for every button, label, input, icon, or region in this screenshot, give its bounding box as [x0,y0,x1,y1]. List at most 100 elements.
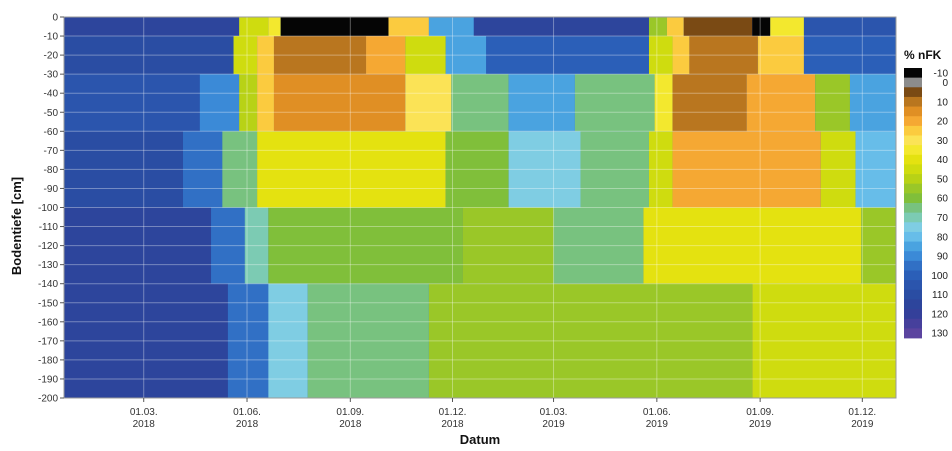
heatmap-cell [227,283,269,398]
legend-swatch [904,318,922,329]
x-tick-label: 01.03. 2018 [130,407,158,430]
legend-swatch [904,96,922,107]
heatmap-cell [199,74,240,132]
y-tick-label: -130 [38,260,58,271]
y-tick-label: -80 [44,165,59,176]
heatmap-cell [746,74,816,132]
heatmap-cells [64,17,896,398]
y-tick-label: -140 [38,279,58,290]
heatmap-cell [462,207,554,284]
legend-label: 110 [932,290,948,301]
y-tick-label: -170 [38,336,58,347]
legend-swatch [904,77,922,88]
legend-swatch [904,164,922,175]
heatmap-cell [268,17,281,37]
heatmap-cell [273,36,367,75]
heatmap-cell [689,36,758,75]
heatmap-cell [222,131,258,208]
legend-swatch [904,125,922,136]
y-tick-label: -190 [38,374,58,385]
legend-label: 120 [931,309,948,320]
x-tick-label: 01.09. 2018 [336,407,364,430]
heatmap-cell [244,207,269,284]
y-tick-label: -30 [44,70,59,81]
legend-swatch [904,106,922,117]
legend-label: 90 [937,252,949,263]
y-tick-label: -180 [38,355,58,366]
heatmap-cell [861,207,896,284]
heatmap-cell [648,17,667,37]
heatmap-cell [233,36,258,75]
heatmap-cell [388,17,429,37]
heatmap-cell [666,17,684,37]
legend-label: 50 [937,174,949,185]
legend-label: 40 [937,155,949,166]
heatmap-cell [683,17,753,37]
heatmap-cell [428,17,474,37]
x-tick-label: 01.06. 2018 [233,407,261,430]
legend-swatch [904,270,922,281]
legend-swatch [904,241,922,252]
y-tick-label: -40 [44,89,59,100]
heatmap-cell [672,74,747,132]
y-tick-label: -60 [44,127,59,138]
legend-swatch [904,328,922,339]
y-tick-label: -50 [44,108,59,119]
heatmap-cell [580,131,649,208]
y-tick-label: -100 [38,203,58,214]
heatmap-cell [366,36,406,75]
heatmap-cell [672,36,690,75]
x-axis: 01.03. 2018 01.06. 2018 01.09. 2018 01.12. 2018… [130,398,876,430]
legend-swatch [904,212,922,223]
heatmap-cell [654,74,673,132]
heatmap-cell [752,17,771,37]
y-tick-label: -70 [44,146,59,157]
heatmap-cell [648,36,673,75]
legend-label: -10 [934,68,949,79]
legend-swatch [904,193,922,204]
legend-swatch [904,251,922,262]
y-tick-label: -160 [38,317,58,328]
y-axis-title: Bodentiefe [cm] [9,177,24,275]
y-tick-label: -110 [39,222,59,233]
heatmap-cell [803,36,896,75]
x-tick-label: 01.03. 2019 [540,407,568,430]
heatmap-cell [64,131,184,208]
heatmap-cell [64,74,200,132]
legend-swatch [904,135,922,146]
legend-label: 20 [937,117,949,128]
heatmap-cell [820,131,856,208]
legend-swatch [904,260,922,271]
heatmap-cell [451,74,509,132]
legend-label: 70 [937,213,949,224]
legend-label: 100 [931,271,948,282]
heatmap-cell [428,283,753,398]
x-tick-label: 01.09. 2019 [746,407,774,430]
heatmap-cell [257,36,274,75]
x-tick-label: 01.06. 2019 [643,407,671,430]
legend-swatch [904,231,922,242]
legend: % nFK -100 10 20 30 40 50 60 70 80 90 100 110 120 130 [904,48,948,340]
legend-label: 0 [942,78,948,89]
heatmap-cell [553,207,644,284]
heatmap-cell [307,283,429,398]
legend-label: 130 [931,329,948,340]
heatmap-cell [643,207,862,284]
heatmap-cell [849,74,896,132]
legend-label: 30 [937,136,949,147]
heatmap-cell [239,74,258,132]
legend-swatch [904,116,922,127]
heatmap-cell [268,207,463,284]
legend-swatch [904,289,922,300]
heatmap-cell [64,207,212,284]
heatmap-cell [574,74,655,132]
legend-title: % nFK [904,48,942,62]
heatmap-cell [257,74,274,132]
legend-swatch [904,299,922,310]
heatmap-cell [473,17,649,37]
legend-swatch [904,87,922,98]
y-tick-label: 0 [52,13,58,24]
heatmap-cell [64,283,228,398]
heatmap-cell [211,207,245,284]
